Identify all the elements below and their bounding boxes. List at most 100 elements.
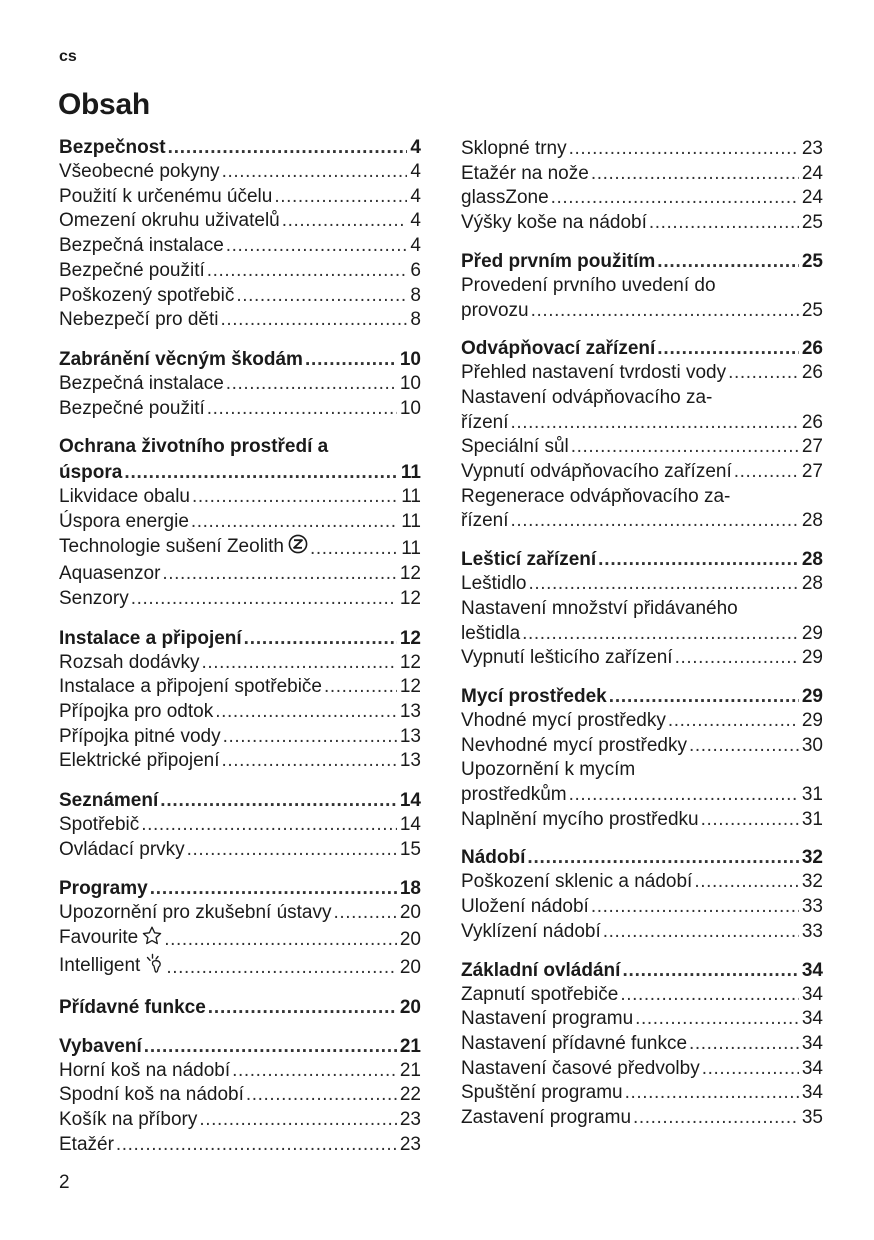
dot-leader — [191, 510, 398, 535]
toc-entry[interactable]: provozu 25 — [461, 299, 823, 324]
page-ref: 29 — [801, 709, 823, 731]
toc-entry[interactable]: Ovládací prvky 15 — [59, 838, 421, 863]
toc-entry[interactable]: Bezpečná instalace 4 — [59, 234, 421, 259]
entry-title: Spodní koš na nádobí — [59, 1083, 244, 1108]
toc-entry[interactable]: Poškozený spotřebič 8 — [59, 284, 421, 309]
page-ref: 28 — [801, 510, 823, 532]
toc-entry[interactable]: Technologie sušení Zeolith 11 — [59, 534, 421, 562]
toc-section-heading[interactable]: Odvápňovací zařízení 26 — [461, 336, 823, 361]
toc-entry[interactable]: Favourite 20 — [59, 926, 421, 953]
entry-text: Horní koš na nádobí — [59, 1059, 231, 1081]
toc-entry[interactable]: Upozornění pro zkušební ústavy 20 — [59, 901, 421, 926]
toc-entry[interactable]: Nastavení programu 34 — [461, 1007, 823, 1032]
toc-entry[interactable]: Vypnutí odvápňovacího zařízení 27 — [461, 460, 823, 485]
toc-entry[interactable]: Omezení okruhu uživatelů 4 — [59, 209, 421, 234]
toc-entry[interactable]: Instalace a připojení spotřebiče 12 — [59, 675, 421, 700]
toc-section-heading[interactable]: Mycí prostředek 29 — [461, 684, 823, 709]
page-ref: 12 — [399, 587, 421, 609]
page-ref: 4 — [410, 185, 421, 207]
toc-entry[interactable]: Úspora energie 11 — [59, 510, 421, 535]
toc-entry[interactable]: Přehled nastavení tvrdosti vody 26 — [461, 361, 823, 386]
dot-leader — [141, 813, 397, 838]
page-ref: 29 — [801, 685, 823, 707]
toc-entry[interactable]: Přípojka pro odtok 13 — [59, 700, 421, 725]
toc-entry[interactable]: Nastavení přídavné funkce 34 — [461, 1032, 823, 1057]
toc-entry[interactable]: Výšky koše na nádobí 25 — [461, 211, 823, 236]
toc-entry[interactable]: Nevhodné mycí prostředky 30 — [461, 734, 823, 759]
toc-entry[interactable]: Poškození sklenic a nádobí 32 — [461, 870, 823, 895]
toc-section-heading[interactable]: Instalace a připojení 12 — [59, 626, 421, 651]
toc-entry[interactable]: Nebezpečí pro děti 8 — [59, 308, 421, 333]
toc-section-heading[interactable]: Lešticí zařízení 28 — [461, 547, 823, 572]
toc-entry[interactable]: řízení 26 — [461, 411, 823, 436]
toc-entry[interactable]: Bezpečná instalace 10 — [59, 372, 421, 397]
toc-entry[interactable]: Etažér 23 — [59, 1133, 421, 1158]
toc-entry[interactable]: prostředkům 31 — [461, 783, 823, 808]
entry-title: Nastavení časové předvolby — [461, 1057, 700, 1082]
page-ref: 26 — [801, 362, 823, 384]
toc-entry[interactable]: Bezpečné použití 6 — [59, 259, 421, 284]
toc-entry[interactable]: Naplnění mycího prostředku 31 — [461, 808, 823, 833]
toc-entry[interactable]: leštidla 29 — [461, 622, 823, 647]
toc-entry[interactable]: Senzory 12 — [59, 587, 421, 612]
entry-text: Naplnění mycího prostředku — [461, 808, 699, 830]
toc-entry[interactable]: Nastavení časové předvolby 34 — [461, 1057, 823, 1082]
toc-entry[interactable]: řízení 28 — [461, 509, 823, 534]
toc-entry[interactable]: Vhodné mycí prostředky 29 — [461, 709, 823, 734]
page-ref: 34 — [801, 983, 823, 1005]
toc-entry[interactable]: Etažér na nože 24 — [461, 162, 823, 187]
dot-leader — [603, 920, 799, 945]
toc-entry[interactable]: Spodní koš na nádobí 22 — [59, 1083, 421, 1108]
dot-leader — [207, 397, 397, 422]
toc-section-heading[interactable]: Přídavné funkce 20 — [59, 995, 421, 1020]
dot-leader — [144, 1034, 397, 1059]
toc-entry[interactable]: Intelligent 20 — [59, 953, 421, 981]
dot-leader — [160, 788, 397, 813]
page-ref: 22 — [399, 1084, 421, 1106]
toc-section-heading[interactable]: Základní ovládání 34 — [461, 958, 823, 983]
toc-entry[interactable]: Košík na příbory 23 — [59, 1108, 421, 1133]
toc-section-heading[interactable]: Seznámení 14 — [59, 788, 421, 813]
toc-entry[interactable]: Všeobecné pokyny 4 — [59, 160, 421, 185]
toc-section: Nádobí32Poškození sklenic a nádobí32Ulož… — [461, 845, 823, 944]
toc-section-heading[interactable]: Programy 18 — [59, 876, 421, 901]
toc-section-heading[interactable]: Před prvním použitím 25 — [461, 249, 823, 274]
toc-section-heading[interactable]: Nádobí 32 — [461, 845, 823, 870]
section-title: Základní ovládání — [461, 958, 620, 983]
toc-entry[interactable]: Zapnutí spotřebiče 34 — [461, 983, 823, 1008]
entry-text: Sklopné trny — [461, 138, 567, 159]
toc-section-heading[interactable]: Vybavení 21 — [59, 1034, 421, 1059]
entry-text: Instalace a připojení spotřebiče — [59, 676, 322, 698]
page-ref: 23 — [801, 138, 823, 159]
toc-entry[interactable]: Leštidlo 28 — [461, 572, 823, 597]
toc-entry[interactable]: Likvidace obalu 11 — [59, 485, 421, 510]
entry-text: Omezení okruhu uživatelů — [59, 210, 280, 232]
toc-entry[interactable]: Horní koš na nádobí 21 — [59, 1059, 421, 1084]
toc-section-heading[interactable]: úspora 11 — [59, 460, 421, 485]
entry-title: Všeobecné pokyny — [59, 160, 220, 185]
toc-entry[interactable]: Aquasenzor 12 — [59, 562, 421, 587]
toc-section-heading[interactable]: Zabránění věcným škodám 10 — [59, 347, 421, 372]
entry-text: Etažér — [59, 1133, 114, 1155]
entry-title: Horní koš na nádobí — [59, 1059, 230, 1084]
toc-entry[interactable]: Spuštění programu 34 — [461, 1081, 823, 1106]
entry-title: glassZone — [461, 186, 549, 211]
toc-entry[interactable]: Speciální sůl 27 — [461, 435, 823, 460]
page-ref: 12 — [399, 676, 421, 698]
toc-entry[interactable]: Vypnutí lešticího zařízení 29 — [461, 646, 823, 671]
toc-section-heading[interactable]: Bezpečnost 4 — [59, 135, 421, 160]
entry-title: Uložení nádobí — [461, 895, 589, 920]
toc-section: Lešticí zařízení 28 Leštidlo 28 Nastavení mn… — [461, 547, 823, 671]
toc-entry[interactable]: Vyklízení nádobí 33 — [461, 920, 823, 945]
toc-entry[interactable]: Přípojka pitné vody 13 — [59, 725, 421, 750]
toc-section: Programy18Upozornění pro zkušební ústavy… — [59, 876, 421, 980]
toc-entry[interactable]: Použití k určenému účelu 4 — [59, 185, 421, 210]
toc-entry[interactable]: Uložení nádobí 33 — [461, 895, 823, 920]
toc-entry[interactable]: Rozsah dodávky 12 — [59, 651, 421, 676]
toc-entry[interactable]: Spotřebič 14 — [59, 813, 421, 838]
toc-entry[interactable]: glassZone 24 — [461, 186, 823, 211]
toc-entry[interactable]: Sklopné trny 23 — [461, 137, 823, 162]
toc-entry[interactable]: Bezpečné použití 10 — [59, 397, 421, 422]
toc-entry[interactable]: Elektrické připojení 13 — [59, 749, 421, 774]
toc-entry[interactable]: Zastavení programu 35 — [461, 1106, 823, 1131]
